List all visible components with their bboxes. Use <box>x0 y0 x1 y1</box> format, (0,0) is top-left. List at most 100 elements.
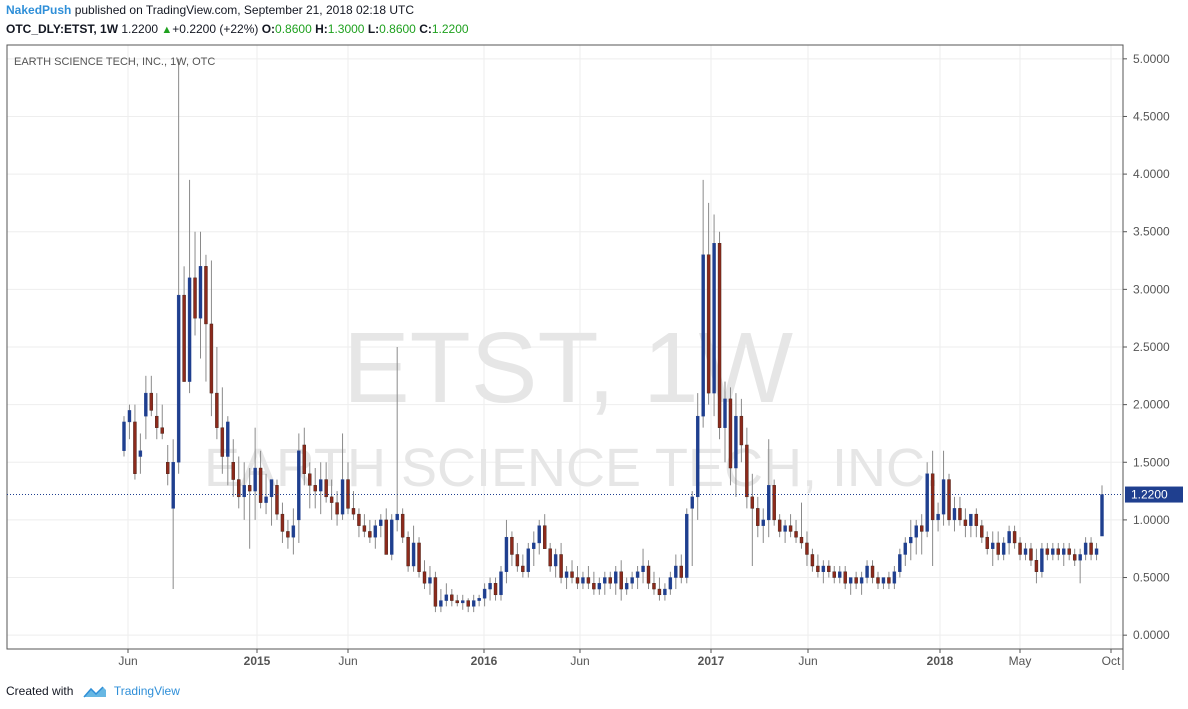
candle-body <box>624 583 629 590</box>
candle-body <box>947 479 951 521</box>
candle-body <box>193 277 197 319</box>
y-tick-label: 0.5000 <box>1133 571 1170 585</box>
candle-body <box>187 277 192 382</box>
time-axis[interactable]: Jun 2015 Jun 2016 Jun 2017 Jun 2018 May Oct <box>118 649 1121 668</box>
tradingview-link[interactable]: TradingView <box>113 684 180 698</box>
candle-body <box>411 542 416 567</box>
published-info: published on TradingView.com, September … <box>74 3 415 17</box>
candle-body <box>974 513 979 526</box>
candle-body <box>215 392 219 428</box>
candle-body <box>843 571 847 584</box>
candle-body <box>209 323 214 394</box>
candle-body <box>340 479 345 515</box>
candle-body <box>466 600 470 607</box>
candle-body <box>231 462 235 480</box>
candle-body <box>1062 548 1066 555</box>
candle-body <box>406 536 410 567</box>
candle-body <box>275 485 279 515</box>
candle-body <box>876 577 880 584</box>
last-value: 1.2200 <box>121 22 159 36</box>
candle-body <box>477 598 481 601</box>
candle-body <box>564 571 569 578</box>
candle-body <box>537 525 541 544</box>
candle-body <box>832 571 836 578</box>
candle-body <box>455 600 459 604</box>
candle-body <box>717 243 722 428</box>
candle-body <box>444 594 449 601</box>
candle-body <box>1078 554 1082 561</box>
candle-body <box>635 571 640 578</box>
high-label: H: <box>315 22 328 36</box>
price-axis[interactable]: 5.0000 4.5000 4.0000 3.5000 3.0000 2.5000 2.00… <box>1123 52 1170 642</box>
candle-body <box>488 583 492 590</box>
candle-body <box>810 554 815 567</box>
grid-lines <box>7 45 1123 649</box>
x-tick-label: 2016 <box>471 654 498 668</box>
candle-body <box>493 583 498 596</box>
candle-body <box>417 542 421 572</box>
candle-body <box>914 525 918 538</box>
candle-body <box>384 519 388 555</box>
candle-body <box>368 531 372 538</box>
candle-body <box>728 398 733 469</box>
candle-body <box>690 496 694 509</box>
candle-body <box>269 479 274 498</box>
candle-body <box>827 565 831 572</box>
candle-body <box>756 508 760 526</box>
candle-body <box>346 479 350 509</box>
open-label: O: <box>261 22 276 36</box>
candle-body <box>608 577 612 584</box>
x-tick-label: 2018 <box>927 654 954 668</box>
x-tick-label: May <box>1009 654 1032 668</box>
candle-body <box>816 565 820 572</box>
candle-body <box>127 410 132 423</box>
candle-body <box>685 513 689 578</box>
candle-body <box>887 577 891 584</box>
candle-body <box>772 485 776 521</box>
candle-body <box>941 479 946 515</box>
candle-body <box>723 398 727 428</box>
candle-body <box>122 421 126 451</box>
candle-body <box>980 525 984 538</box>
candle-body <box>329 496 334 503</box>
candle-body <box>783 525 787 532</box>
candle-body <box>324 479 328 498</box>
candles <box>122 58 1104 613</box>
author-name[interactable]: NakedPush <box>6 3 72 17</box>
y-tick-label: 5.0000 <box>1133 52 1170 66</box>
candle-body <box>646 565 651 584</box>
candle-body <box>570 571 574 578</box>
tradingview-logo-icon <box>83 686 106 698</box>
candle-body <box>603 577 607 584</box>
candle-body <box>581 577 585 584</box>
candle-body <box>144 392 148 417</box>
y-tick-label: 0.0000 <box>1133 628 1170 642</box>
candle-body <box>302 444 307 474</box>
candle-body <box>663 588 667 596</box>
candle-body <box>291 525 296 538</box>
candle-body <box>318 479 323 492</box>
last-price-label: 1.2200 <box>1131 488 1168 502</box>
candle-body <box>734 415 738 469</box>
candle-body <box>909 536 913 544</box>
candle-body <box>745 444 749 498</box>
candle-body <box>865 565 869 578</box>
candle-body <box>701 254 705 417</box>
candle-body <box>958 508 962 521</box>
candle-body <box>428 577 432 584</box>
candle-body <box>258 467 263 503</box>
candle-body <box>160 427 164 434</box>
candle-body <box>155 415 159 428</box>
candle-body <box>695 415 700 498</box>
price-chart[interactable]: ETST, 1W EARTH SCIENCE TECH, INC. 5.0000… <box>0 40 1188 675</box>
candle-body <box>1029 548 1033 561</box>
candle-body <box>400 513 405 538</box>
candle-body <box>1040 548 1044 572</box>
candle-body <box>919 525 924 532</box>
candle-body <box>471 600 476 607</box>
candle-body <box>586 577 591 584</box>
candle-body <box>1072 554 1077 561</box>
candle-body <box>379 519 383 526</box>
candle-body <box>794 531 798 538</box>
candle-body <box>652 583 656 590</box>
